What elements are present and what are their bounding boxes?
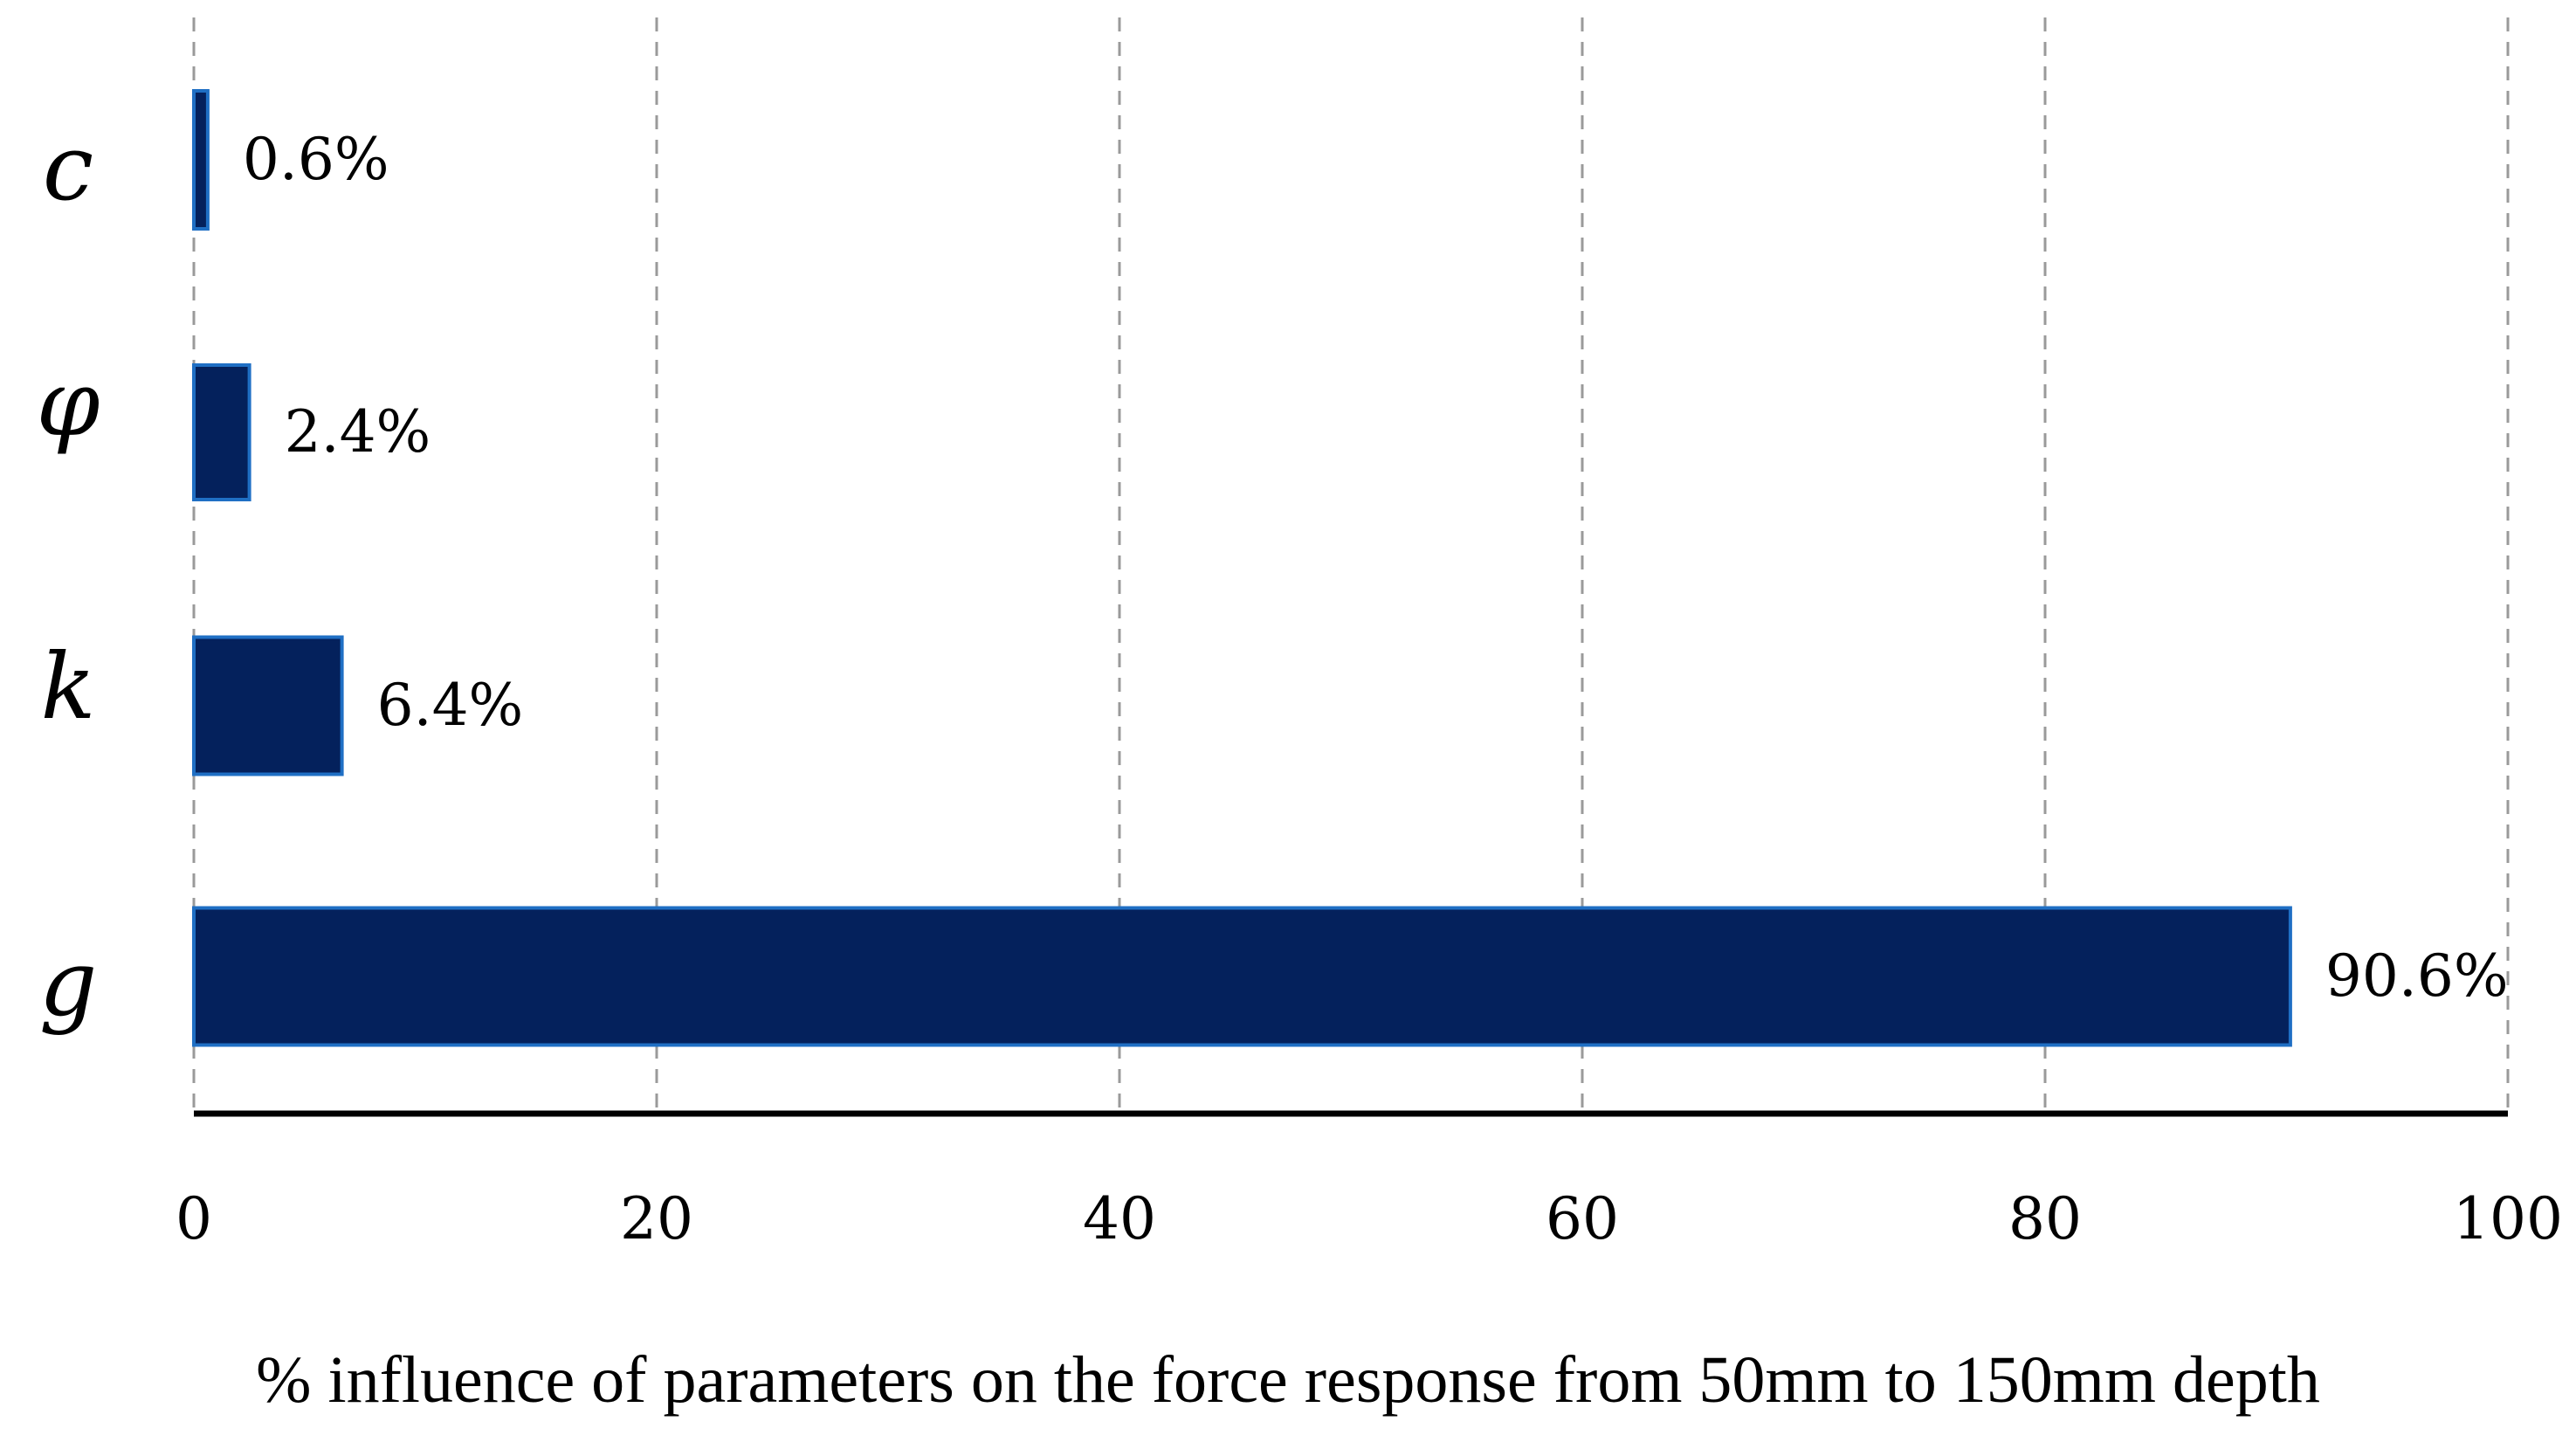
bars — [192, 89, 2292, 1047]
category-label: k — [40, 633, 95, 740]
x-tick-label: 0 — [176, 1185, 212, 1252]
category-label: c — [43, 114, 93, 221]
x-tick-label: 60 — [1546, 1185, 1619, 1252]
bar-0 — [192, 89, 210, 231]
x-axis-title: % influence of parameters on the force r… — [256, 1343, 2320, 1417]
bar-1 — [192, 363, 251, 501]
value-label: 0.6% — [243, 126, 389, 193]
category-label: g — [39, 930, 98, 1037]
value-label: 2.4% — [285, 398, 431, 466]
value-labels: 0.6% 2.4% 6.4% 90.6% — [243, 126, 2509, 1010]
x-tick-labels: 0 20 40 60 80 100 — [176, 1185, 2563, 1252]
value-label: 6.4% — [377, 672, 524, 739]
bar-3 — [192, 906, 2292, 1047]
category-label: φ — [37, 350, 100, 457]
x-tick-label: 80 — [2008, 1185, 2082, 1252]
x-tick-label: 40 — [1083, 1185, 1156, 1252]
bar-2 — [192, 635, 344, 776]
value-label: 90.6% — [2325, 942, 2509, 1010]
x-tick-label: 20 — [620, 1185, 693, 1252]
category-labels: c φ k g — [37, 114, 100, 1037]
x-tick-label: 100 — [2453, 1185, 2563, 1252]
